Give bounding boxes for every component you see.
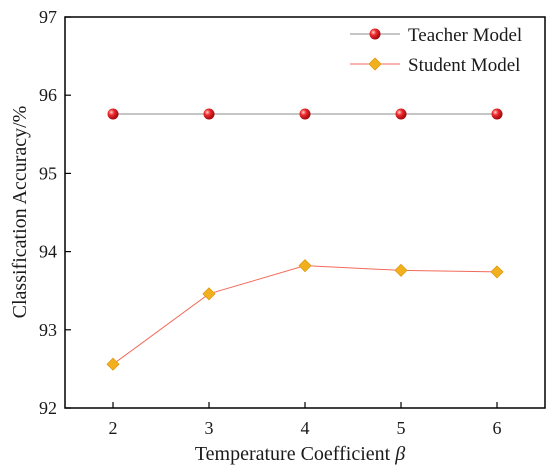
student-point (394, 263, 408, 277)
y-tick-label: 96 (39, 85, 57, 105)
teacher-point (491, 108, 503, 120)
x-axis-title-text: Temperature Coefficient (195, 443, 391, 465)
legend-label-teacher: Teacher Model (408, 25, 522, 46)
x-axis-title: Temperature Coefficient β (195, 443, 405, 465)
x-tick-label: 4 (301, 418, 310, 438)
x-tick-label: 3 (205, 418, 214, 438)
teacher-point (107, 108, 119, 120)
legend-marker-teacher (369, 28, 381, 40)
axis-ticks: 2 3 4 5 6 92 93 94 95 96 97 (39, 7, 502, 438)
y-tick-label: 95 (39, 163, 57, 183)
student-point (298, 259, 312, 273)
y-tick-label: 94 (39, 242, 57, 262)
y-tick-label: 92 (39, 398, 57, 418)
legend-marker-student (368, 57, 382, 71)
y-tick-label: 93 (39, 320, 57, 340)
teacher-point (203, 108, 215, 120)
y-tick-label: 97 (39, 7, 57, 27)
teacher-point (395, 108, 407, 120)
legend-label-student: Student Model (408, 55, 520, 76)
series-layer (106, 108, 504, 371)
student-point (106, 357, 120, 371)
student-point (490, 265, 504, 279)
x-tick-label: 2 (109, 418, 118, 438)
teacher-point (299, 108, 311, 120)
x-tick-label: 5 (397, 418, 406, 438)
legend: Teacher Model Student Model (350, 25, 522, 76)
x-axis-title-symbol: β (394, 443, 405, 465)
x-tick-label: 6 (493, 418, 502, 438)
student-point (202, 287, 216, 301)
series-line-student (112, 265, 498, 365)
y-axis-title: Classification Accuracy/% (9, 106, 31, 319)
